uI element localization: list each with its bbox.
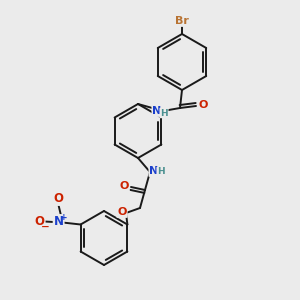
Text: H: H xyxy=(157,167,165,176)
Text: O: O xyxy=(119,181,129,191)
Text: −: − xyxy=(41,221,50,232)
Text: O: O xyxy=(117,207,127,217)
Text: N: N xyxy=(54,215,64,228)
Text: +: + xyxy=(60,213,68,222)
Text: N: N xyxy=(149,166,159,176)
Text: Br: Br xyxy=(175,16,189,26)
Text: N: N xyxy=(152,106,162,116)
Text: O: O xyxy=(198,100,208,110)
Text: H: H xyxy=(160,109,168,118)
Text: O: O xyxy=(54,192,64,205)
Text: O: O xyxy=(34,215,45,228)
